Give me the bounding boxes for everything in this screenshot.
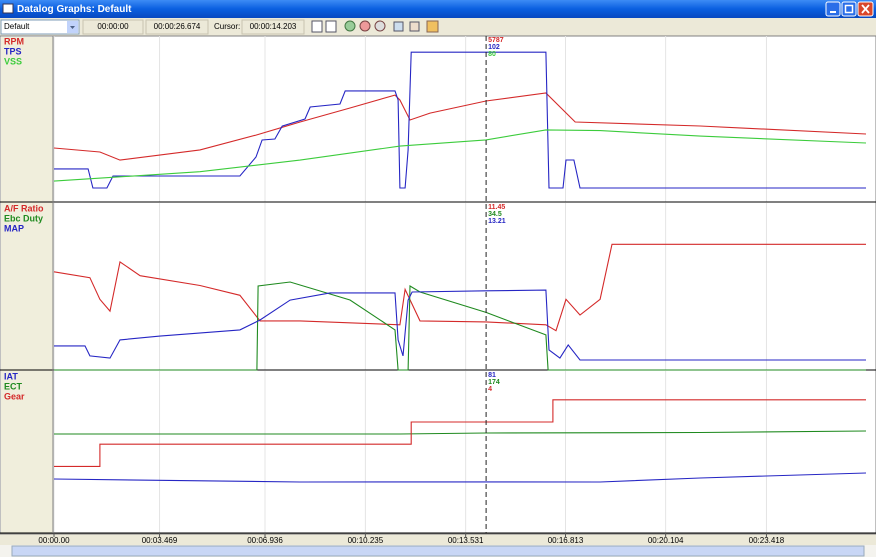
x-tick-label: 00:10.235 bbox=[348, 536, 384, 545]
cursor-field bbox=[241, 19, 305, 35]
channel-name: VSS bbox=[4, 56, 22, 66]
trace bbox=[53, 243, 866, 332]
title-bar bbox=[0, 0, 876, 18]
x-tick-label: 00:03.469 bbox=[142, 536, 178, 545]
cursor-readout: 4 bbox=[488, 386, 492, 393]
channel-name: RPM bbox=[4, 36, 24, 46]
cursor-readout: 102 bbox=[488, 44, 500, 51]
window-title: Datalog Graphs: Default bbox=[17, 4, 132, 15]
cursor-readout: 174 bbox=[488, 379, 500, 386]
tool-button[interactable] bbox=[311, 20, 323, 33]
maximize-button[interactable] bbox=[841, 1, 857, 17]
window-buttons bbox=[825, 1, 874, 17]
cursor-readout: 11.45 bbox=[488, 204, 505, 211]
trace bbox=[54, 399, 866, 467]
cursor-readout: 81 bbox=[488, 372, 496, 379]
zoom-reset-button[interactable] bbox=[374, 20, 386, 32]
x-tick-label: 00:20.104 bbox=[648, 536, 684, 545]
x-tick-label: 00:13.531 bbox=[448, 536, 484, 545]
x-tick-label: 00:16.813 bbox=[548, 536, 584, 545]
plots: RPM 5787 TPS 102 VSS 80 A/F Ratio 11.45 Ebc Duty… bbox=[0, 36, 876, 545]
end-field bbox=[145, 19, 209, 35]
graph-area bbox=[0, 35, 876, 535]
zoom-in-button[interactable] bbox=[344, 20, 356, 32]
cursor-readout: 34.5 bbox=[488, 211, 502, 218]
cursor-readout: 80 bbox=[488, 51, 496, 58]
channel-name: A/F Ratio bbox=[4, 203, 44, 213]
channel-name: Gear bbox=[4, 391, 25, 401]
start-field bbox=[82, 19, 144, 35]
trace bbox=[54, 51, 866, 189]
x-tick-label: 00:23.418 bbox=[749, 536, 785, 545]
toolbar: Default 00:00:00 00:00:26.674 Cursor: 00… bbox=[0, 18, 876, 36]
x-tick-label: 00:06.936 bbox=[247, 536, 283, 545]
channel-name: TPS bbox=[4, 46, 22, 56]
trace bbox=[53, 129, 867, 182]
preset-text: Default bbox=[4, 22, 30, 31]
x-tick-label: 00:00.00 bbox=[38, 536, 70, 545]
label-column bbox=[1, 37, 53, 533]
toolbar-icons bbox=[311, 20, 439, 33]
preset-dropdown[interactable] bbox=[0, 19, 80, 35]
trace bbox=[54, 281, 866, 371]
app-icon bbox=[2, 3, 14, 14]
channel-name: ECT bbox=[4, 381, 23, 391]
start-time: 00:00:00 bbox=[97, 22, 129, 31]
trace bbox=[54, 289, 866, 361]
end-time: 00:00:26.674 bbox=[154, 22, 201, 31]
zoom-out-button[interactable] bbox=[359, 20, 371, 32]
cursor-label: Cursor: bbox=[214, 22, 240, 31]
channel-name: IAT bbox=[4, 371, 18, 381]
tool-button[interactable] bbox=[393, 21, 404, 32]
trace bbox=[53, 472, 867, 483]
minimize-button[interactable] bbox=[825, 1, 841, 17]
scroll-thumb[interactable] bbox=[11, 545, 865, 557]
cursor-time: 00:00:14.203 bbox=[250, 22, 297, 31]
channel-name: MAP bbox=[4, 223, 24, 233]
tool-button[interactable] bbox=[426, 20, 439, 33]
cursor-readout: 13.21 bbox=[488, 218, 506, 225]
channel-name: Ebc Duty bbox=[4, 213, 43, 223]
cursor-readout: 5787 bbox=[488, 37, 504, 44]
tool-button[interactable] bbox=[325, 20, 337, 33]
trace bbox=[54, 430, 867, 435]
tool-button[interactable] bbox=[409, 21, 420, 32]
